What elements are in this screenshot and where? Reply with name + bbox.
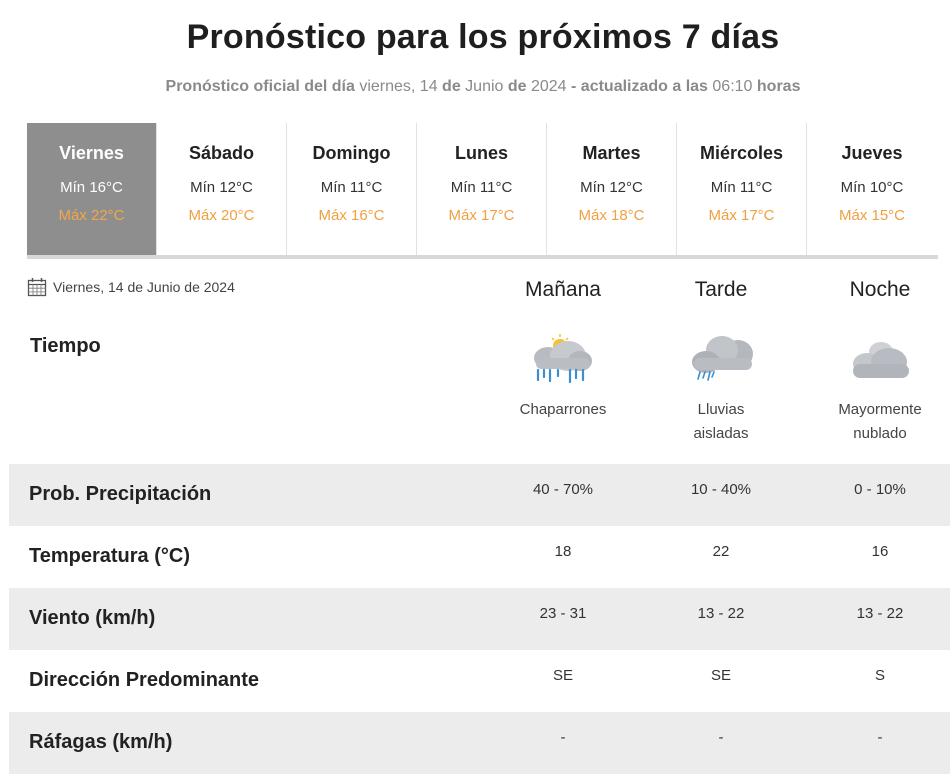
day-tab-max: Máx 17°C [708, 207, 775, 224]
day-tab-miercoles[interactable]: Miércoles Mín 11°C Máx 17°C [677, 123, 807, 255]
subtitle-de-1: de [442, 78, 461, 95]
table-row-precipitation: Prob. Precipitación 40 - 70% 10 - 40% 0 … [9, 464, 950, 526]
period-header-manana: Mañana [525, 278, 601, 301]
day-tab-min: Mín 12°C [580, 179, 643, 196]
day-tab-max: Máx 18°C [578, 207, 645, 224]
condition-manana: Chaparrones [519, 401, 607, 418]
day-tab-min: Mín 11°C [320, 179, 383, 196]
day-tab-max: Máx 15°C [838, 207, 906, 224]
row-value-manana: - [560, 729, 566, 746]
row-value-noche: S [874, 667, 885, 684]
table-row-direction: Dirección Predominante SE SE S [9, 650, 950, 712]
row-value-noche: - [877, 729, 883, 746]
day-tab-max: Máx 20°C [188, 207, 255, 224]
showers-sun-cloud-icon [534, 334, 592, 384]
row-value-manana: 23 - 31 [539, 605, 587, 622]
day-tab-min: Mín 11°C [450, 179, 513, 196]
condition-noche-line1: Mayormente [838, 401, 922, 418]
row-value-tarde: 13 - 22 [697, 605, 745, 622]
day-tab-min: Mín 16°C [60, 179, 123, 196]
cloudy-night-icon [853, 342, 909, 378]
row-value-manana: SE [552, 667, 573, 684]
row-label: Ráfagas (km/h) [29, 731, 173, 753]
day-tab-jueves[interactable]: Jueves Mín 10°C Máx 15°C [807, 123, 937, 255]
subtitle-time: 06:10 [707, 78, 757, 95]
row-value-manana: 40 - 70% [532, 481, 594, 498]
day-tab-name: Lunes [454, 143, 508, 163]
selected-date: Viernes, 14 de Junio de 2024 [27, 277, 235, 297]
subtitle-year: 2024 [526, 78, 572, 95]
day-tab-martes[interactable]: Martes Mín 12°C Máx 18°C [547, 123, 677, 255]
tiempo-label: Tiempo [30, 335, 101, 357]
day-tab-name: Jueves [841, 143, 903, 163]
day-tab-name: Sábado [188, 143, 254, 163]
condition-tarde-line2: aisladas [693, 425, 749, 442]
rain-cloud-icon [692, 336, 753, 381]
row-value-noche: 0 - 10% [854, 481, 906, 498]
day-tab-min: Mín 10°C [840, 179, 904, 196]
page-title: Pronóstico para los próximos 7 días [186, 18, 780, 56]
row-value-noche: 16 [871, 543, 889, 560]
row-value-tarde: 22 [712, 543, 730, 560]
condition-tarde-line1: Lluvias [697, 401, 745, 418]
condition-noche-line2: nublado [853, 425, 907, 442]
day-tab-min: Mín 11°C [710, 179, 773, 196]
day-tab-sabado[interactable]: Sábado Mín 12°C Máx 20°C [157, 123, 287, 255]
subtitle-updated-label: - actualizado a las [571, 78, 708, 95]
calendar-icon [27, 278, 47, 297]
subtitle-day: viernes, 14 [354, 78, 443, 95]
subtitle-de-2: de [507, 78, 527, 95]
day-tab-name: Miércoles [699, 143, 784, 163]
day-tab-lunes[interactable]: Lunes Mín 11°C Máx 17°C [417, 123, 547, 255]
row-label: Viento (km/h) [29, 607, 156, 629]
condition-tarde: Lluvias aisladas [651, 398, 791, 446]
table-row-temperature: Temperatura (°C) 18 22 16 [9, 526, 950, 588]
day-tab-min: Mín 12°C [190, 179, 253, 196]
forecast-table: Prob. Precipitación 40 - 70% 10 - 40% 0 … [9, 464, 950, 774]
day-tabs: Viernes Mín 16°C Máx 22°C Sábado Mín 12°… [27, 123, 938, 259]
row-value-noche: 13 - 22 [856, 605, 904, 622]
day-tab-max: Máx 22°C [58, 207, 125, 224]
subtitle-month: Junio [460, 78, 508, 95]
period-header-tarde: Tarde [694, 278, 748, 301]
table-row-wind: Viento (km/h) 23 - 31 13 - 22 13 - 22 [9, 588, 950, 650]
page-subtitle: Pronóstico oficial del día viernes, 14 d… [0, 78, 950, 96]
day-tab-domingo[interactable]: Domingo Mín 11°C Máx 16°C [287, 123, 417, 255]
row-label: Dirección Predominante [29, 669, 260, 691]
row-value-tarde: 10 - 40% [690, 481, 752, 498]
day-tab-name: Viernes [59, 143, 124, 163]
row-value-tarde: - [718, 729, 724, 746]
condition-noche: Mayormente nublado [810, 398, 950, 446]
day-tab-name: Domingo [312, 143, 391, 163]
day-tab-max: Máx 16°C [318, 207, 385, 224]
row-label: Prob. Precipitación [29, 483, 212, 505]
table-row-gusts: Ráfagas (km/h) - - - [9, 712, 950, 774]
day-tab-viernes[interactable]: Viernes Mín 16°C Máx 22°C [27, 123, 157, 255]
row-label: Temperatura (°C) [29, 545, 190, 567]
subtitle-label-official: Pronóstico oficial del día [165, 78, 355, 95]
day-tab-name: Martes [582, 143, 641, 163]
period-header-noche: Noche [849, 278, 911, 301]
row-value-manana: 18 [554, 543, 572, 560]
selected-date-text: Viernes, 14 de Junio de 2024 [53, 279, 235, 295]
row-value-tarde: SE [710, 667, 731, 684]
subtitle-hours-label: horas [756, 78, 801, 95]
day-tab-max: Máx 17°C [448, 207, 515, 224]
